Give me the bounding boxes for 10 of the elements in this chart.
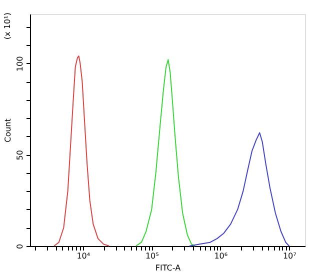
y-tick-label: 0 — [16, 244, 24, 250]
text: (x 10¹) — [3, 12, 12, 40]
y-tick-label: 50 — [16, 150, 24, 160]
x-tick-label: 10⁶ — [214, 252, 228, 260]
y-tick-label: 100 — [16, 56, 24, 72]
x-tick-label: 10⁴ — [76, 252, 90, 260]
x-tick-label: 10⁷ — [282, 252, 296, 260]
y-axis-title: Count — [4, 118, 12, 142]
x-axis-title: FITC-A — [155, 264, 182, 272]
x-tick-label: 10⁵ — [145, 252, 159, 260]
